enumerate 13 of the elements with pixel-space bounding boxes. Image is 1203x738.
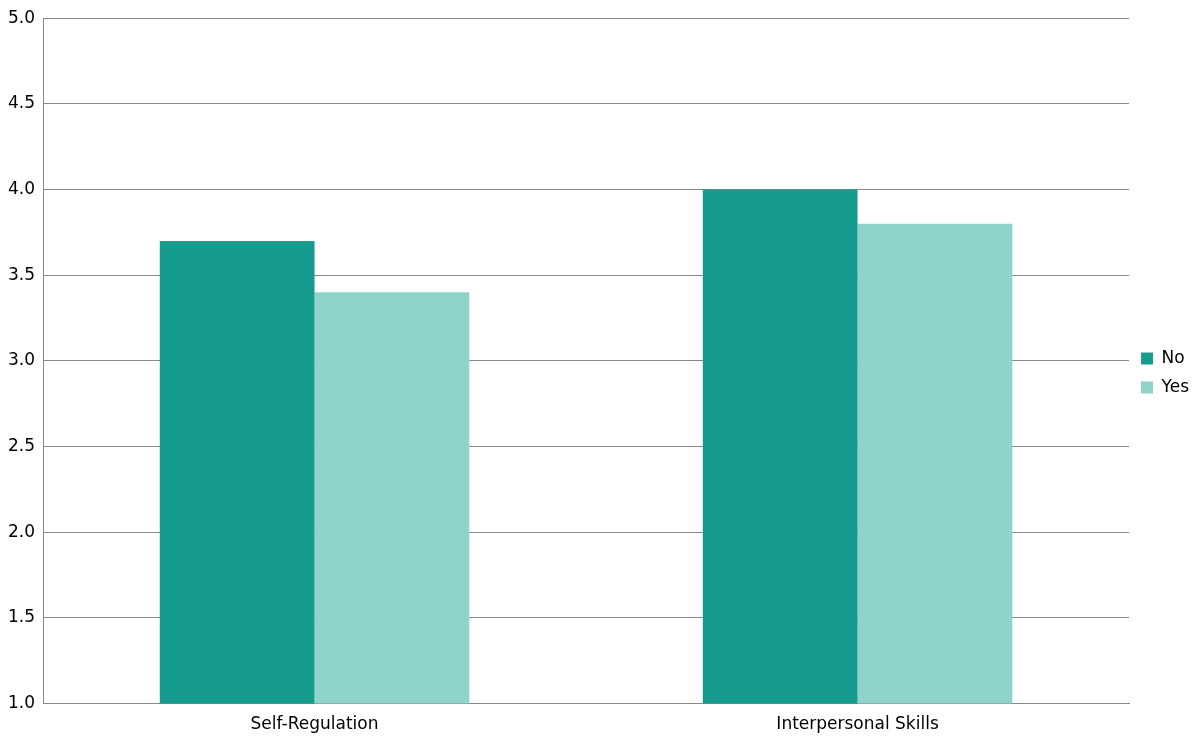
y-tick-label: 1.5: [7, 606, 36, 627]
y-tick-label: 2.0: [7, 520, 36, 541]
y-tick-label: 3.0: [7, 349, 36, 370]
y-tick-label: 2.5: [7, 435, 36, 455]
y-tick-label: 1.0: [7, 692, 36, 713]
y-tick-label: 4.5: [7, 92, 36, 113]
legend-label: No: [1161, 346, 1185, 367]
x-tick-label: Interpersonal Skills: [776, 713, 939, 734]
x-tick-label: Self-Regulation: [250, 713, 379, 734]
y-tick-label: 4.0: [7, 177, 36, 198]
y-tick-label: 5.0: [7, 6, 36, 27]
legend-label: Yes: [1160, 375, 1190, 396]
y-tick-label: 3.5: [7, 263, 36, 284]
